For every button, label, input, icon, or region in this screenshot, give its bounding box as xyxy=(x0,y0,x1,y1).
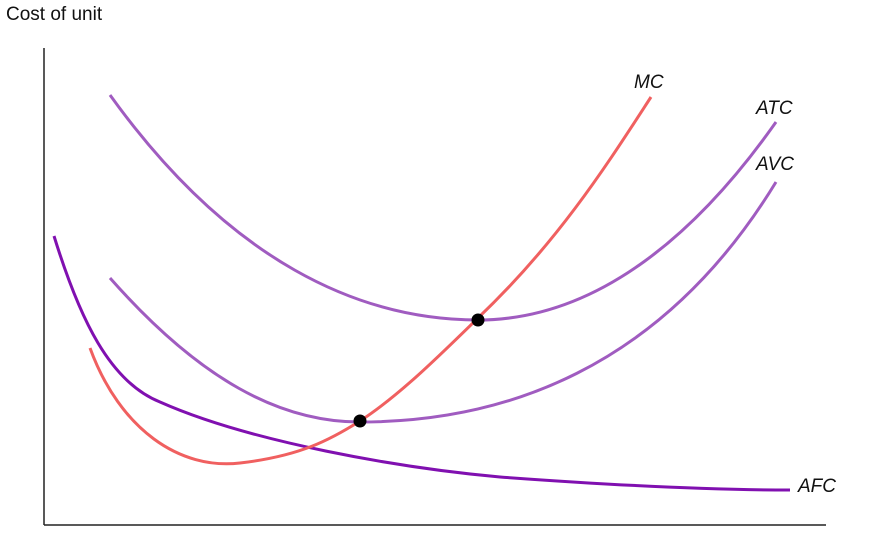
intersection-point xyxy=(353,414,367,428)
atc-curve xyxy=(108,94,778,322)
curve-label: AVC xyxy=(755,154,794,175)
curve-label: ATC xyxy=(755,98,793,119)
y-axis-label: Cost of unit xyxy=(6,4,103,25)
avc-curve xyxy=(108,181,778,424)
curve-label: MC xyxy=(634,72,664,93)
curve-label: AFC xyxy=(797,476,836,497)
intersection-point xyxy=(471,313,485,327)
afc-curve xyxy=(52,235,791,492)
